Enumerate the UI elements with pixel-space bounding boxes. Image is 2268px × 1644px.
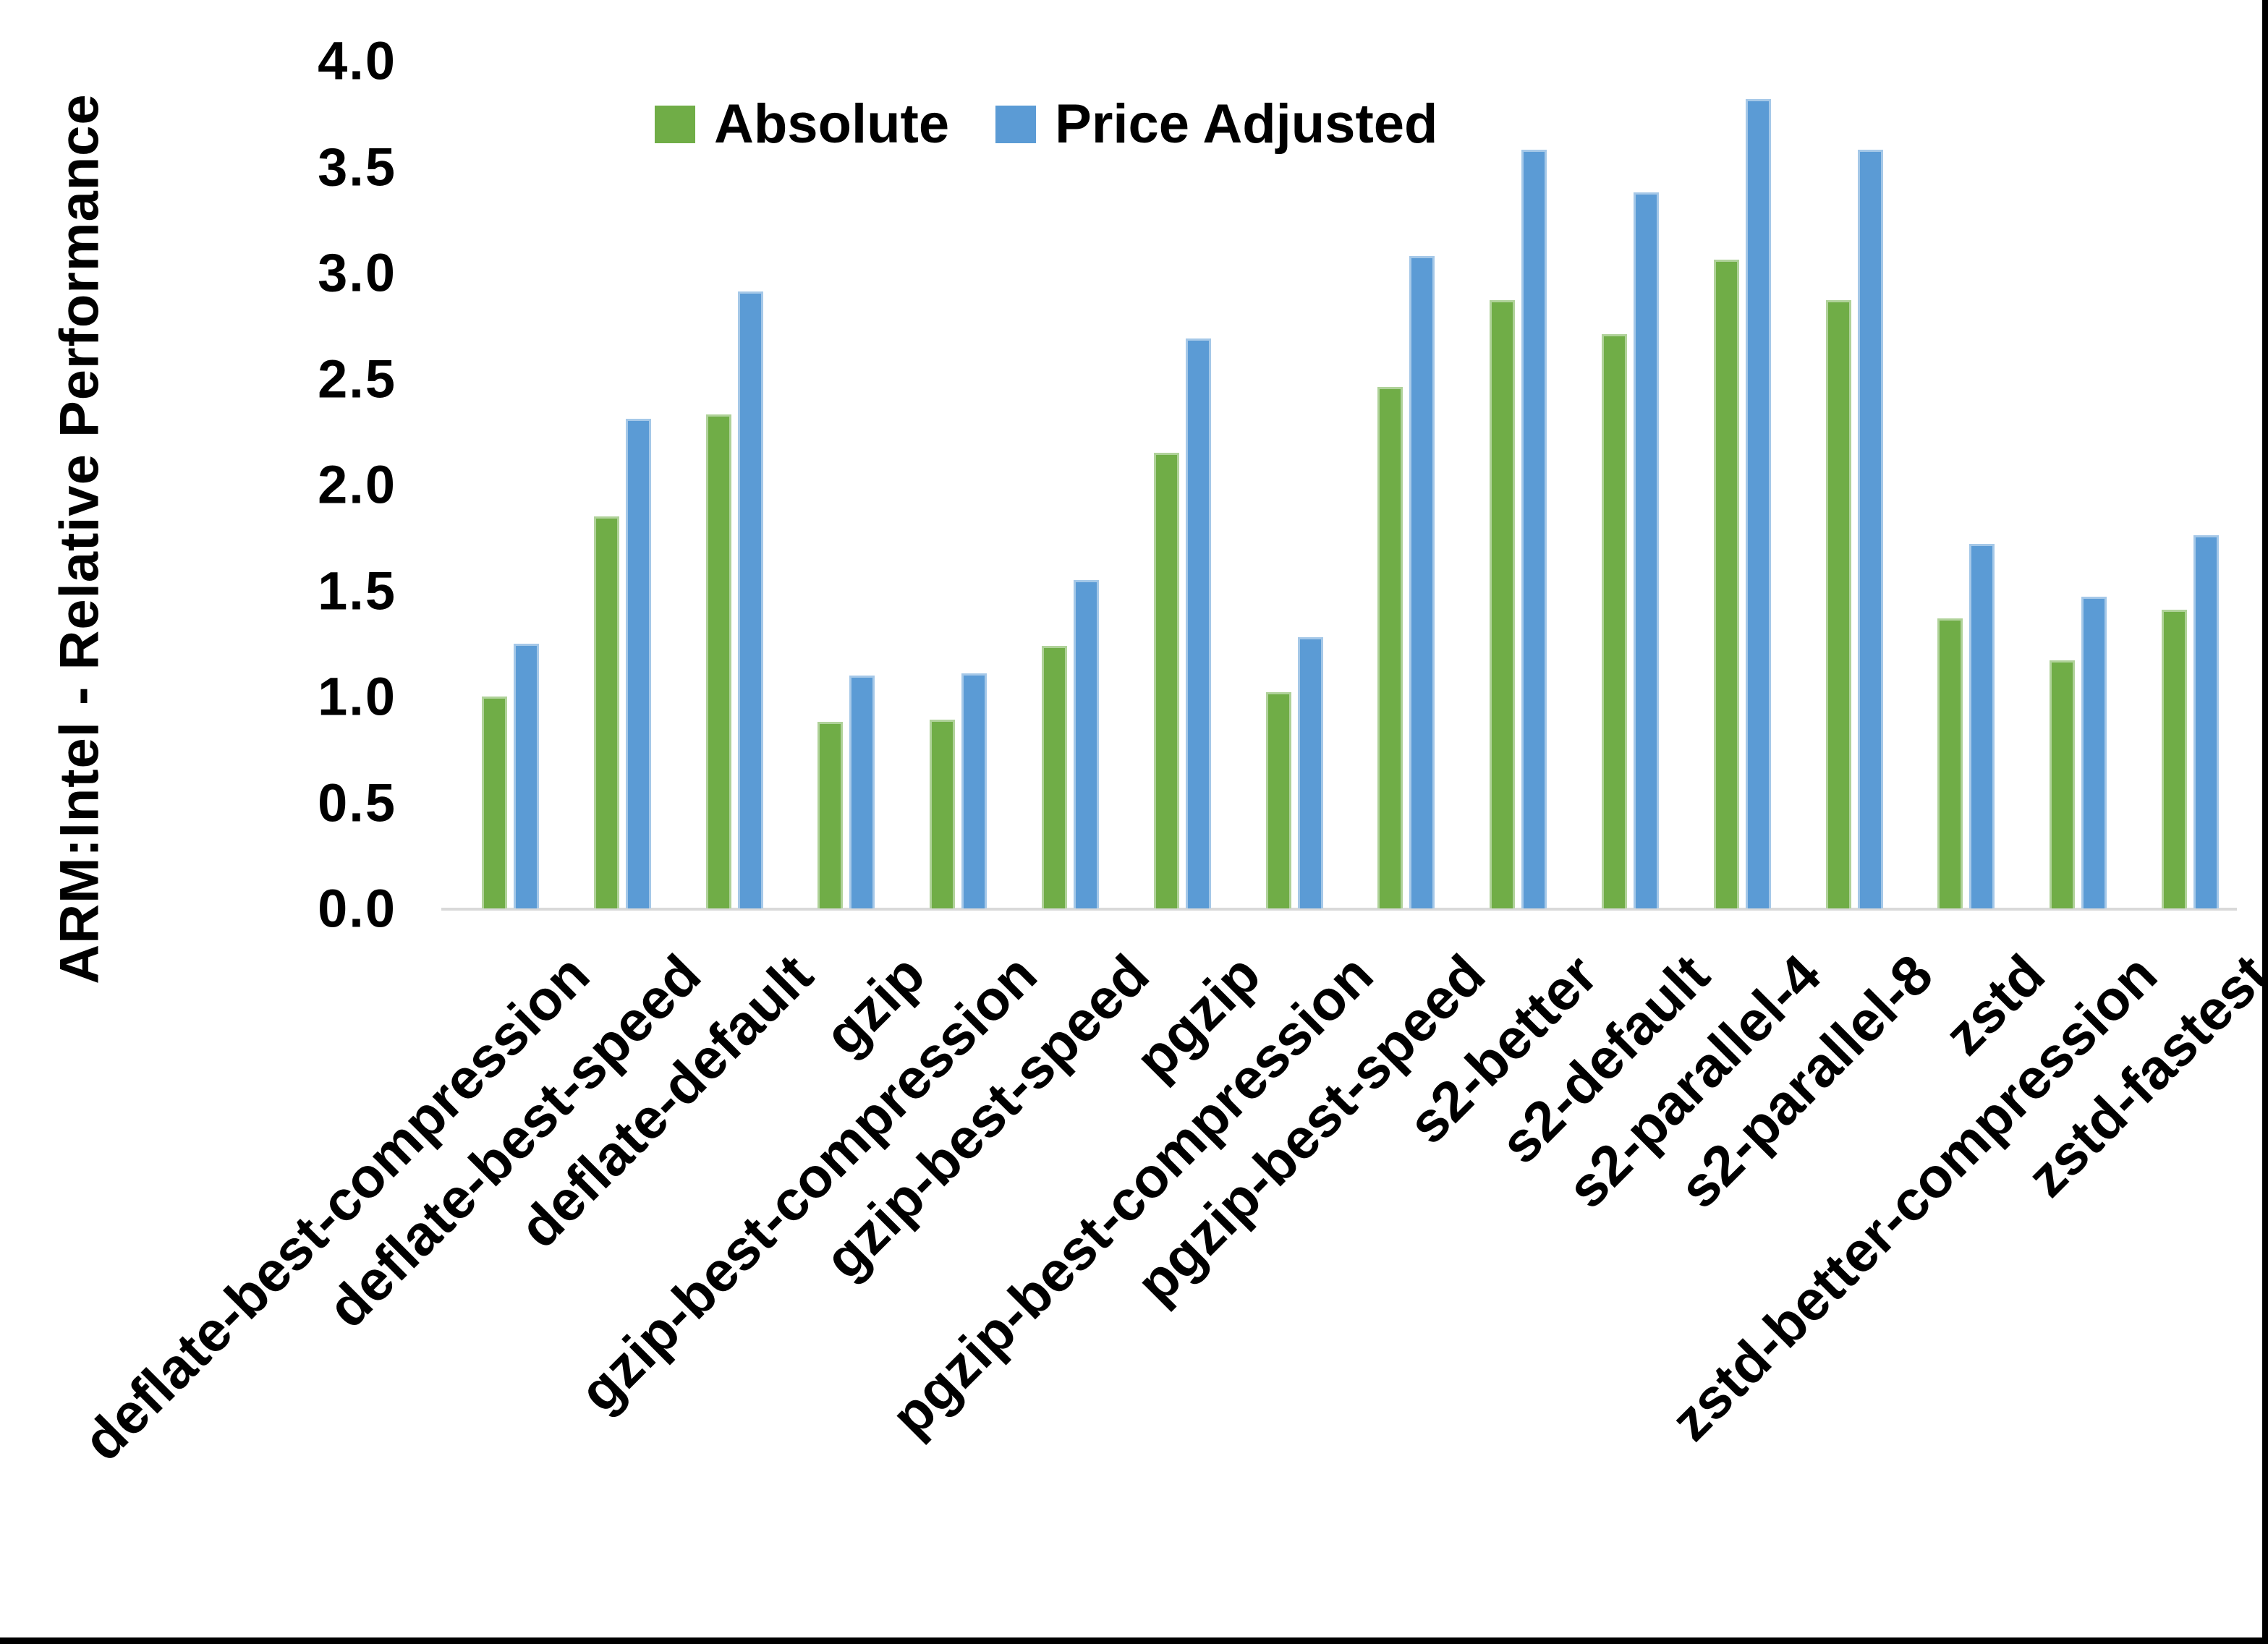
bar-absolute-deflate-default — [706, 414, 731, 908]
y-tick-label-0.5: 0.5 — [318, 772, 396, 832]
y-tick-label-3.5: 3.5 — [318, 137, 396, 197]
bar-absolute-deflate-best-compression — [482, 697, 507, 908]
legend: Absolute Price Adjusted — [655, 93, 1437, 156]
bar-absolute-s2-parallel-4 — [1714, 260, 1739, 908]
y-tick-label-3.0: 3.0 — [318, 242, 396, 303]
legend-label-absolute: Absolute — [714, 93, 950, 155]
bar-price-adjusted-deflate-best-speed — [626, 419, 651, 908]
bar-price-adjusted-zstd-better-compression — [2081, 597, 2107, 908]
y-axis-title: ARM:Intel - Relative Performance — [48, 93, 111, 984]
bar-price-adjusted-gzip-best-speed — [1074, 580, 1099, 908]
bar-price-adjusted-gzip-best-compression — [961, 673, 987, 908]
x-axis-line — [441, 908, 2237, 911]
bar-absolute-zstd — [1937, 618, 1963, 908]
legend-item-absolute: Absolute — [655, 93, 949, 156]
bar-price-adjusted-deflate-default — [738, 291, 763, 908]
screenshot-bottom-border — [0, 1637, 2268, 1644]
y-tick-label-2.5: 2.5 — [318, 349, 396, 409]
bar-absolute-zstd-fastest — [2162, 610, 2187, 908]
legend-swatch-price-adjusted — [995, 105, 1037, 143]
y-tick-label-1.0: 1.0 — [318, 666, 396, 727]
bar-absolute-pgzip-best-speed — [1377, 387, 1403, 908]
legend-label-price-adjusted: Price Adjusted — [1055, 93, 1438, 155]
bar-price-adjusted-s2-parallel-4 — [1746, 99, 1771, 908]
bar-price-adjusted-pgzip-best-speed — [1409, 256, 1435, 908]
bar-price-adjusted-s2-better — [1521, 150, 1547, 908]
bar-price-adjusted-s2-parallel-8 — [1858, 150, 1883, 908]
bar-absolute-gzip-best-compression — [930, 720, 955, 908]
bar-price-adjusted-s2-default — [1634, 192, 1659, 908]
y-tick-label-4.0: 4.0 — [318, 30, 396, 91]
bar-price-adjusted-zstd-fastest — [2193, 535, 2219, 908]
bar-absolute-deflate-best-speed — [594, 516, 619, 908]
bar-absolute-pgzip-best-compression — [1266, 692, 1291, 908]
bar-absolute-zstd-better-compression — [2050, 660, 2075, 908]
bar-absolute-s2-default — [1602, 334, 1627, 908]
bar-price-adjusted-gzip — [849, 676, 875, 908]
legend-item-price-adjusted: Price Adjusted — [995, 93, 1437, 156]
legend-swatch-absolute — [655, 105, 695, 143]
screenshot-right-border — [2262, 0, 2268, 1644]
bar-price-adjusted-deflate-best-compression — [514, 644, 539, 908]
y-tick-label-2.0: 2.0 — [318, 454, 396, 515]
bar-absolute-s2-parallel-8 — [1826, 300, 1851, 908]
bar-price-adjusted-pgzip — [1186, 338, 1211, 908]
bar-absolute-gzip-best-speed — [1042, 646, 1067, 908]
bar-price-adjusted-zstd — [1969, 544, 1995, 908]
bar-absolute-s2-better — [1490, 300, 1515, 908]
y-tick-label-1.5: 1.5 — [318, 561, 396, 621]
bar-price-adjusted-pgzip-best-compression — [1298, 637, 1323, 908]
bar-absolute-gzip — [817, 722, 843, 908]
y-tick-label-0.0: 0.0 — [318, 878, 396, 939]
bar-absolute-pgzip — [1154, 453, 1179, 908]
